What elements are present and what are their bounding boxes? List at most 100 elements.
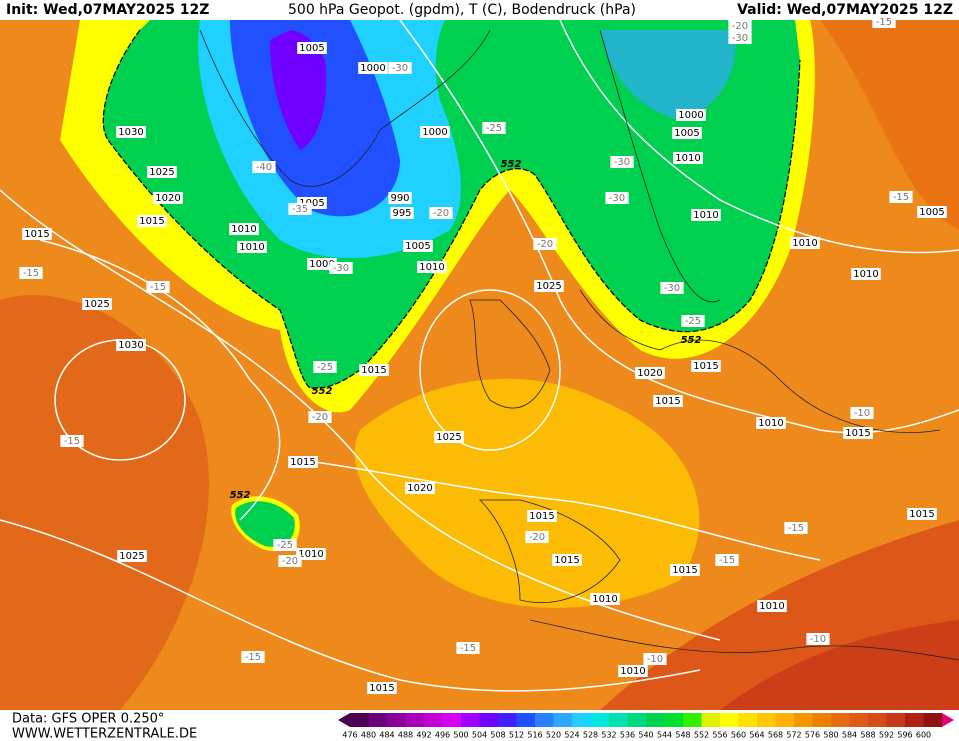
- isobar-label: 1015: [693, 361, 718, 372]
- legend-swatch: [461, 713, 480, 727]
- isobar-label: 1005: [299, 43, 324, 54]
- isobar-label: 1005: [674, 128, 699, 139]
- legend-label: 536: [620, 731, 635, 740]
- isobar-label-box: [296, 548, 326, 560]
- isobar-label: 1025: [84, 299, 109, 310]
- isobar-label-box: [403, 240, 433, 252]
- isobar-label-box: [153, 192, 183, 204]
- legend-swatch: [905, 713, 924, 727]
- isobar-label: 1005: [405, 241, 430, 252]
- legend-swatch: [424, 713, 443, 727]
- legend-label: 560: [731, 731, 746, 740]
- legend-swatch: [812, 713, 832, 727]
- legend-swatch: [701, 713, 721, 727]
- legend-swatch: [498, 713, 517, 727]
- isobar-label: 1025: [436, 432, 461, 443]
- isobar-label-box: [420, 126, 450, 138]
- isobar-label-box: [843, 427, 873, 439]
- isobar-label-box: [756, 417, 786, 429]
- isobar-label-box: [359, 364, 389, 376]
- isobar-label: 1010: [419, 262, 444, 273]
- temperature-label: -30: [732, 33, 748, 44]
- isobar-label-box: [297, 42, 327, 54]
- isobar-label-box: [358, 62, 388, 74]
- isobar-label: 1010: [298, 549, 323, 560]
- temperature-label-box: [533, 238, 557, 250]
- legend-label: 480: [361, 731, 376, 740]
- isobar-label-box: [527, 510, 557, 522]
- legend-label: 516: [527, 731, 542, 740]
- legend-label: 504: [472, 731, 487, 740]
- map-title: 500 hPa Geopot. (gpdm), T (C), Bodendruc…: [288, 2, 636, 18]
- legend-label: 564: [749, 731, 764, 740]
- legend-swatch: [738, 713, 758, 727]
- coastlines: [199, 29, 959, 661]
- legend-swatch: [849, 713, 869, 727]
- temperature-label-box: [273, 539, 297, 551]
- temperature-label: -15: [150, 282, 166, 293]
- temperature-label-box: [728, 20, 752, 32]
- isobar-label: 1010: [792, 238, 817, 249]
- legend-label: 596: [897, 731, 912, 740]
- legend-swatch: [794, 713, 813, 727]
- isobar-label-box: [417, 261, 447, 273]
- legend-label: 544: [657, 731, 672, 740]
- legend-swatch: [572, 713, 591, 727]
- legend-swatch: [683, 713, 702, 727]
- isobar-label-box: [851, 268, 881, 280]
- map-labels: 1005 1000 1030 1025 1020 1015 1015 1010 1010 1005…: [19, 16, 947, 694]
- isobar-label: 1025: [149, 167, 174, 178]
- temperature-label: -20: [312, 412, 328, 423]
- legend-swatch: [516, 713, 536, 727]
- legend-swatch: [350, 713, 369, 727]
- isobar-label: 1015: [361, 365, 386, 376]
- isobar-label-box: [672, 127, 702, 139]
- temperature-label-box: [288, 203, 312, 215]
- init-time: Init: Wed,07MAY2025 12Z: [6, 2, 209, 18]
- geopotential-label: 552: [230, 490, 251, 501]
- temperature-label: -25: [685, 316, 701, 327]
- temperature-label-box: [146, 281, 170, 293]
- isobar-label: 1020: [155, 193, 180, 204]
- temperature-label-box: [19, 267, 43, 279]
- temperature-label: -15: [719, 555, 735, 566]
- isobar-label-box: [147, 166, 177, 178]
- temperature-label: -15: [788, 523, 804, 534]
- isobar-label-box: [405, 482, 435, 494]
- legend-swatch: [923, 713, 943, 727]
- isobar-label: 1010: [759, 601, 784, 612]
- isobar-label: 1015: [554, 555, 579, 566]
- isobar-label: 1015: [909, 509, 934, 520]
- legend-swatch: [387, 713, 406, 727]
- legend-label: 496: [435, 731, 450, 740]
- legend-swatch: [627, 713, 647, 727]
- legend-label: 540: [638, 731, 653, 740]
- isobar-label: 1000: [422, 127, 447, 138]
- isobar-label-box: [434, 431, 464, 443]
- temperature-label: -20: [732, 21, 748, 32]
- temperature-label: -25: [277, 540, 293, 551]
- isobar-label-box: [635, 367, 665, 379]
- isobar-label: 1015: [369, 683, 394, 694]
- temperature-label-box: [329, 262, 353, 274]
- temperature-label: -15: [893, 192, 909, 203]
- isobar-label: 1025: [536, 281, 561, 292]
- isobar-label: 990: [390, 193, 409, 204]
- temperature-label-box: [715, 554, 739, 566]
- map-background: [0, 20, 959, 710]
- temperature-label: -30: [392, 63, 408, 74]
- header-bar: [0, 0, 959, 20]
- temperature-label: -20: [433, 208, 449, 219]
- isobar-label: 1015: [655, 396, 680, 407]
- isobar-label-box: [917, 206, 947, 218]
- isobar-label: 1015: [529, 511, 554, 522]
- temperature-label-box: [784, 522, 808, 534]
- temperature-label-box: [610, 156, 634, 168]
- legend-label: 512: [509, 731, 524, 740]
- temperature-label-box: [388, 62, 412, 74]
- isobar-label-box: [22, 228, 52, 240]
- isobar-label: 1015: [845, 428, 870, 439]
- legend-label: 552: [694, 731, 709, 740]
- temperature-label: -20: [529, 532, 545, 543]
- legend-label: 572: [786, 731, 801, 740]
